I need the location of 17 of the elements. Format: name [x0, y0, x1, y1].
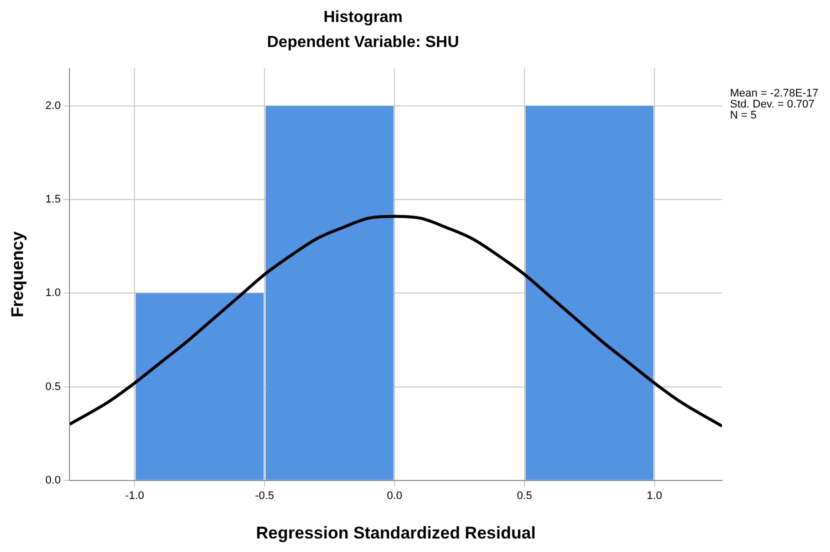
y-tick-label: 1.0	[45, 287, 61, 300]
x-tick-label: -0.5	[255, 490, 274, 502]
chart-title: Histogram	[323, 9, 403, 26]
x-tick-label: -1.0	[125, 490, 144, 502]
x-tick-label: 0.5	[516, 490, 532, 502]
chart-subtitle: Dependent Variable: SHU	[266, 34, 460, 52]
text: N = 5	[730, 109, 757, 122]
x-tick-label: 0.0	[386, 490, 402, 502]
x-tick-label: 1.0	[646, 490, 662, 502]
x-axis-title: Regression Standardized Residual	[256, 523, 536, 542]
y-tick-label: 2.0	[45, 100, 61, 112]
y-tick-label: 1.5	[45, 194, 61, 206]
y-tick-label: 0.5	[45, 380, 61, 393]
text: Mean = -2.78E-17	[730, 87, 818, 100]
y-tick-label: 0.0	[45, 474, 61, 486]
text: Std. Dev. = 0.707	[730, 98, 814, 110]
y-axis-title: Frequency	[8, 230, 27, 318]
